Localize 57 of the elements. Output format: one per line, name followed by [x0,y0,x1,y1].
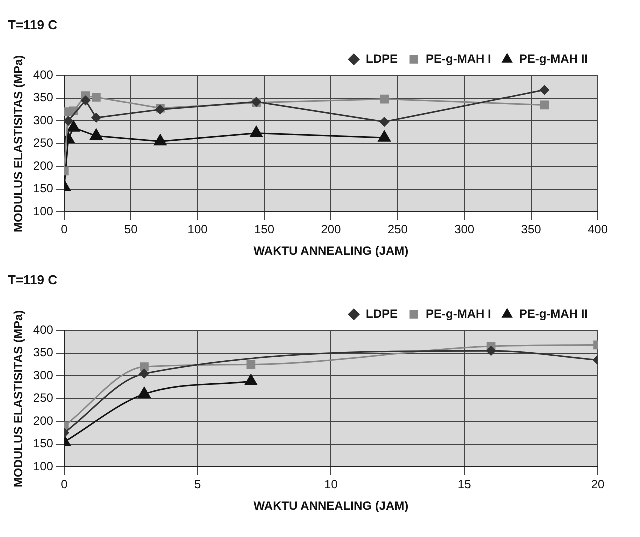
point [138,387,151,398]
x-tick-label: 400 [588,222,608,237]
point [380,94,389,104]
y-tick-label: 200 [33,158,54,173]
y-tick-label: 400 [33,322,54,337]
point [246,360,256,370]
x-tick-label: 350 [521,222,542,237]
chart-title: T=119 C [8,272,58,288]
point [90,129,103,140]
point [250,126,263,138]
x-tick-label: 50 [124,222,138,237]
x-tick-label: 200 [321,222,342,237]
x-tick-label: 0 [61,222,68,237]
y-tick-label: 300 [33,368,54,382]
y-axis-title: MODULUS ELASTISITAS (MPa) [12,310,26,488]
y-tick-label: 200 [33,414,54,428]
legend-label: LDPE [366,52,398,66]
point [67,120,80,132]
point [540,100,550,110]
legend-label: LDPE [366,306,398,321]
y-tick-label: 150 [33,182,54,196]
point [380,117,390,127]
y-tick-label: 100 [33,204,54,219]
point [378,130,391,142]
x-tick-label: 100 [188,222,208,237]
point [244,374,258,386]
x-tick-label: 10 [324,478,338,492]
x-axis-title: WAKTU ANNEALING (JAM) [254,244,409,258]
x-tick-label: 5 [194,478,202,492]
point [140,362,149,372]
y-tick-label: 350 [33,90,54,105]
y-axis-title: MODULUS ELASTISITAS (MPa) [12,55,26,232]
legend-label: PE-g-MAH I [426,306,492,321]
point [92,93,101,102]
legend-label: PE-g-MAH I [426,52,492,66]
y-tick-label: 100 [33,460,54,474]
x-tick-label: 250 [388,222,408,237]
x-tick-label: 20 [591,478,605,492]
point [540,85,550,95]
x-tick-label: 300 [454,222,475,237]
point [81,96,91,106]
y-tick-label: 150 [33,436,54,451]
x-tick-label: 15 [458,478,472,492]
legend-label: PE-g-MAH II [519,52,588,66]
x-axis-title: WAKTU ANNEALING (JAM) [254,499,409,514]
point [92,113,102,123]
y-tick-label: 300 [33,113,54,128]
x-tick-label: 0 [61,478,68,492]
y-tick-label: 250 [33,391,54,406]
point [64,116,74,126]
chart-title: T=119 C [8,17,58,32]
y-tick-label: 250 [33,136,54,150]
x-tick-label: 150 [254,222,275,237]
y-tick-label: 350 [33,346,54,360]
legend-label: PE-g-MAH II [519,306,588,321]
y-tick-label: 400 [33,68,54,82]
point [154,134,167,146]
